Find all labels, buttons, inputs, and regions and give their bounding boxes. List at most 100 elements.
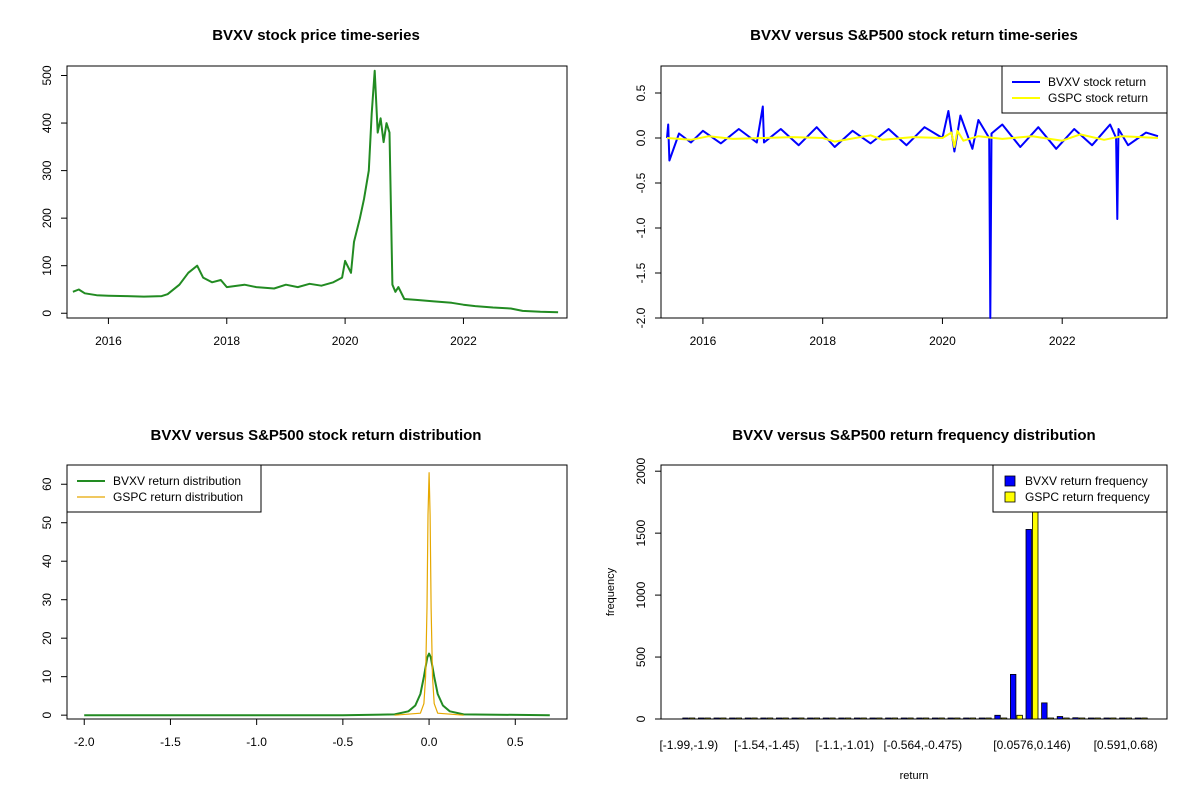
x-bin-label: [-0.564,-0.475) [883, 738, 962, 752]
y-tick-label: -1.5 [634, 262, 648, 283]
bar-bvxv [744, 717, 752, 720]
x-tick-label: 2022 [1049, 334, 1076, 348]
bar-bvxv [978, 717, 986, 720]
x-tick-label: 2018 [213, 334, 240, 348]
bar-gspc [813, 717, 820, 720]
bar-gspc [1141, 717, 1148, 720]
bar-bvxv [854, 717, 861, 720]
bar-gspc [720, 717, 727, 720]
legend-label: BVXV return distribution [113, 474, 241, 488]
chart-title: BVXV versus S&P500 stock return time-ser… [750, 27, 1078, 44]
bar-gspc [1000, 717, 1008, 720]
bar-gspc [844, 717, 852, 720]
bar-gspc [1125, 717, 1132, 720]
bar-bvxv [1134, 717, 1142, 720]
x-tick-label: -1.0 [246, 735, 267, 749]
chart-title: BVXV stock price time-series [212, 27, 420, 44]
series-line-0 [84, 652, 550, 717]
x-tick-label: 2016 [95, 334, 122, 348]
y-tick-label: 300 [40, 160, 54, 180]
bar-gspc [922, 717, 930, 720]
bar-bvxv [713, 717, 720, 720]
x-tick-label: 2018 [809, 334, 836, 348]
y-tick-label: 20 [40, 631, 54, 645]
y-axis-label: frequency [605, 567, 617, 616]
y-tick-label: 500 [634, 647, 648, 667]
series-line-1 [666, 129, 1159, 148]
bar-bvxv [885, 717, 892, 720]
bar-gspc [1078, 717, 1086, 720]
bar-bvxv [760, 717, 767, 720]
bar-gspc [829, 717, 836, 720]
bar-bvxv [932, 717, 939, 720]
bar-gspc [766, 717, 774, 720]
bar-bvxv [916, 717, 923, 720]
bar-gspc [876, 717, 883, 720]
y-tick-label: -2.0 [634, 307, 648, 328]
bar-bvxv [869, 717, 876, 720]
bar-bvxv [1010, 673, 1017, 720]
bar-gspc [938, 717, 945, 720]
x-tick-label: -0.5 [333, 735, 354, 749]
y-tick-label: 400 [40, 113, 54, 133]
y-tick-label: 200 [40, 208, 54, 228]
x-tick-label: 2016 [690, 334, 717, 348]
plot-frame [660, 464, 1168, 720]
legend-label: GSPC stock return [1048, 91, 1148, 105]
legend: BVXV return distribution GSPC return dist… [66, 464, 262, 513]
y-tick-label: 10 [40, 670, 54, 684]
y-tick-label: 1000 [634, 581, 648, 608]
plot-frame [66, 464, 568, 720]
x-bin-label: [0.0576,0.146) [993, 738, 1070, 752]
bar-gspc [985, 717, 992, 720]
bar-bvxv [1072, 717, 1079, 720]
y-tick-label: 100 [40, 255, 54, 275]
chart-density: BVXV versus S&P500 stock return distribu… [40, 427, 568, 749]
bar-bvxv [791, 717, 798, 720]
bar-bvxv [947, 717, 954, 720]
x-bin-label: [0.591,0.68) [1094, 738, 1158, 752]
bar-bvxv [994, 714, 1001, 720]
bar-gspc [782, 717, 789, 720]
legend-box [1001, 65, 1168, 114]
bar-bvxv [1056, 716, 1064, 720]
bar-bvxv [1088, 717, 1095, 720]
bar-gspc [735, 717, 742, 720]
bar-bvxv [698, 717, 705, 720]
y-tick-label: 2000 [634, 458, 648, 485]
bar-bvxv [1103, 717, 1110, 720]
legend-box [992, 464, 1168, 513]
bar-bvxv [822, 717, 830, 720]
x-axis-label: return [900, 770, 929, 782]
legend-label: GSPC return distribution [113, 490, 243, 504]
chart-frequency: BVXV versus S&P500 return frequency dist… [605, 427, 1168, 782]
bar-gspc [954, 717, 961, 720]
bar-gspc [1094, 717, 1101, 720]
bar-gspc [860, 717, 867, 720]
legend: BVXV stock return GSPC stock return [1001, 65, 1168, 114]
x-tick-label: 2020 [332, 334, 359, 348]
y-tick-label: 1500 [634, 519, 648, 546]
series-line-0 [72, 69, 559, 314]
y-tick-label: -1.0 [634, 217, 648, 238]
series-line-0 [666, 105, 1159, 319]
y-tick-label: 0 [634, 715, 648, 722]
bar-gspc [688, 717, 696, 720]
x-tick-label: 0.5 [507, 735, 524, 749]
bar-gspc [704, 717, 711, 720]
y-tick-label: 60 [40, 477, 54, 491]
bar-gspc [1063, 717, 1070, 720]
chart-price: BVXV stock price time-series 0 100 200 300 40… [40, 27, 568, 348]
bar-bvxv [1119, 717, 1126, 720]
x-tick-label: 2020 [929, 334, 956, 348]
y-tick-label: 40 [40, 554, 54, 568]
series-line-1 [394, 472, 464, 716]
y-tick-label: 0 [40, 711, 54, 718]
y-tick-label: 0.0 [634, 129, 648, 146]
bar-bvxv [838, 717, 845, 720]
plot-frame [660, 65, 1168, 319]
bar-gspc [969, 717, 976, 720]
bar-bvxv [1025, 529, 1032, 720]
bar-gspc [1016, 714, 1023, 720]
